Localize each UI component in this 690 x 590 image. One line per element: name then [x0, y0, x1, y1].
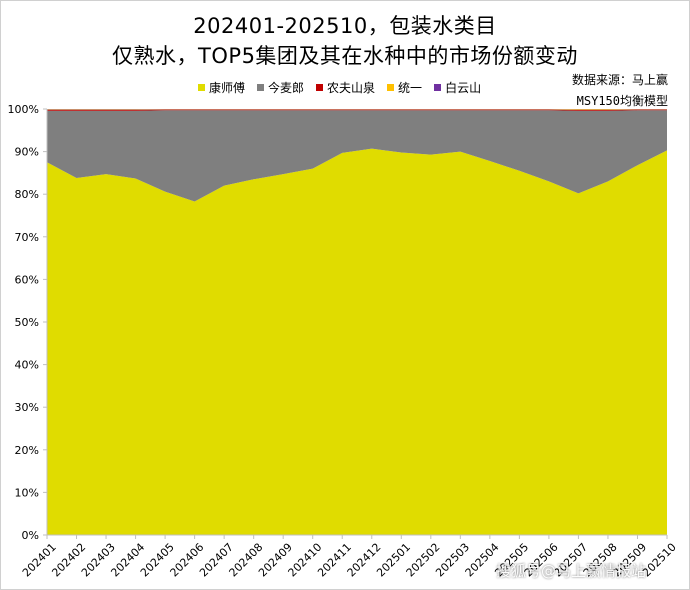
y-tick-label: 80%: [15, 188, 39, 201]
y-tick-label: 0%: [22, 529, 39, 542]
chart-title-line1: 202401-202510，包装水类目: [193, 14, 497, 38]
legend-label: 农夫山泉: [327, 81, 376, 95]
area-series-0: [47, 148, 667, 535]
legend-item: 今麦郎: [257, 79, 304, 96]
y-tick-label: 20%: [15, 444, 39, 457]
area-series-3: [47, 109, 667, 111]
y-tick-label: 50%: [15, 316, 39, 329]
legend-item: 统一: [387, 79, 422, 96]
y-tick-label: 60%: [15, 273, 39, 286]
y-tick-label: 10%: [15, 486, 39, 499]
area-series-1: [47, 110, 667, 202]
legend-label: 统一: [398, 81, 423, 95]
chart-title-line2: 仅熟水，TOP5集团及其在水种中的市场份额变动: [112, 44, 578, 68]
legend-item: 农夫山泉: [316, 79, 375, 96]
area-series-2: [47, 109, 667, 111]
watermark: 搜狐号@马上赢情报站: [496, 562, 647, 580]
y-tick-label: 70%: [15, 231, 39, 244]
y-tick-label: 100%: [8, 103, 39, 116]
y-tick-label: 90%: [15, 146, 39, 159]
data-source-label: 数据来源：马上赢: [571, 73, 668, 87]
legend-swatch: [316, 84, 324, 91]
legend-swatch: [198, 84, 205, 91]
legend-swatch: [257, 84, 265, 91]
legend-item: 康师傅: [198, 79, 245, 96]
chart-legend: 康师傅 今麦郎 农夫山泉 统一 白云山: [198, 79, 481, 96]
legend-swatch: [434, 84, 442, 91]
legend-item: 白云山: [434, 79, 481, 96]
legend-swatch: [387, 84, 395, 91]
legend-label: 白云山: [445, 81, 482, 95]
legend-label: 康师傅: [209, 81, 246, 95]
model-label: MSY150均衡模型: [576, 94, 668, 108]
legend-label: 今麦郎: [268, 81, 305, 95]
y-tick-label: 40%: [15, 359, 39, 372]
y-tick-label: 30%: [15, 401, 39, 414]
